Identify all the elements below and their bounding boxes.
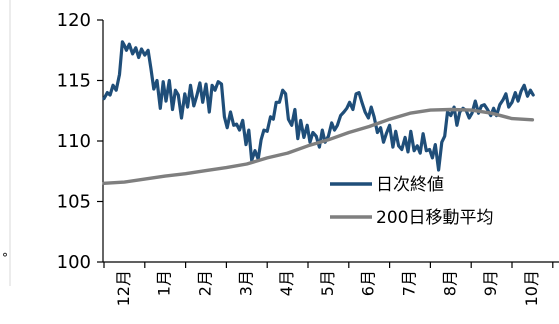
x-tick-label: 1月 xyxy=(155,270,174,296)
edge-mark: ° xyxy=(2,251,8,265)
legend-label-ma200: 200日移動平均 xyxy=(376,208,493,228)
x-tick-label: 4月 xyxy=(277,270,296,296)
y-tick-label: 100 xyxy=(57,252,91,273)
plot-area: 12011511010510012月1月2月3月4月5月6月7月8月9月10月1… xyxy=(57,10,559,306)
x-tick-label: 8月 xyxy=(440,270,459,296)
x-tick-label: 12月 xyxy=(114,270,133,306)
legend-label-daily-close: 日次終値 xyxy=(376,175,444,195)
x-tick-label: 10月 xyxy=(522,270,541,306)
y-tick-label: 120 xyxy=(57,10,91,31)
y-tick-label: 115 xyxy=(57,71,91,92)
x-tick-label: 9月 xyxy=(481,270,500,296)
x-tick-label: 7月 xyxy=(400,270,419,296)
x-tick-label: 5月 xyxy=(318,270,337,296)
x-tick-label: 6月 xyxy=(359,270,378,296)
x-tick-label: 3月 xyxy=(236,270,255,296)
y-tick-label: 110 xyxy=(57,131,91,152)
x-tick-label: 2月 xyxy=(196,270,215,296)
series-line-ma200 xyxy=(102,107,535,186)
series-line-daily-close xyxy=(102,40,535,172)
y-tick-label: 105 xyxy=(57,192,91,213)
legend: 日次終値 200日移動平均 xyxy=(330,175,493,228)
